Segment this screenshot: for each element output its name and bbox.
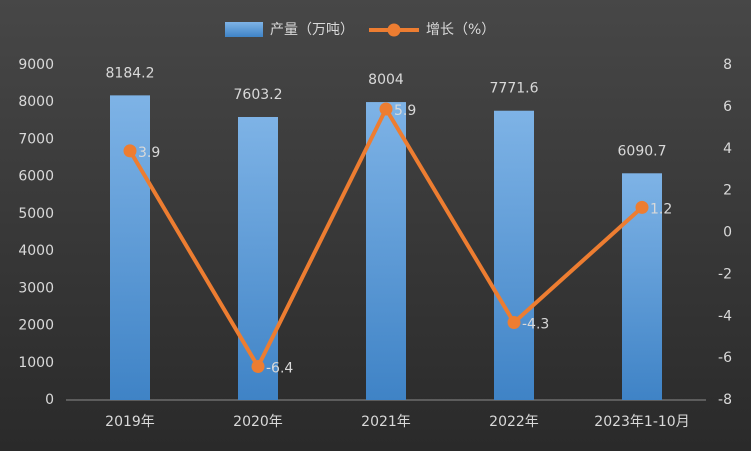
x-tick-label: 2023年1-10月 (594, 414, 689, 430)
line-point (635, 200, 649, 214)
bar-value-label: 7771.6 (490, 81, 539, 97)
y-tick-label: 8000 (18, 94, 54, 110)
y2-tick-label: -6 (718, 350, 732, 366)
y2-tick-label: -2 (718, 266, 732, 282)
bar (366, 102, 406, 400)
x-tick-label: 2020年 (233, 414, 283, 430)
y-tick-label: 3000 (18, 280, 54, 296)
legend-label: 产量（万吨） (270, 22, 354, 38)
line-value-label: 1.2 (650, 201, 672, 217)
x-tick-label: 2022年 (489, 414, 539, 430)
x-tick-label: 2021年 (361, 414, 411, 430)
y-tick-label: 9000 (18, 57, 54, 73)
line-point (251, 360, 265, 373)
y2-tick-label: 0 (723, 225, 732, 241)
line-point (507, 316, 521, 330)
y2-tick-label: 4 (723, 141, 732, 157)
y2-tick-label: 6 (723, 99, 732, 115)
bar (238, 116, 278, 400)
legend-swatch (387, 23, 401, 37)
x-tick-label: 2019年 (105, 414, 155, 430)
bar-value-label: 7603.2 (234, 87, 283, 103)
legend-swatch (225, 22, 263, 37)
line-point (379, 102, 393, 116)
y2-tick-label: 2 (723, 183, 732, 199)
line-value-label: 3.9 (138, 145, 160, 161)
y2-tick-label: -8 (718, 392, 732, 408)
y-tick-label: 7000 (18, 131, 54, 147)
y-tick-label: 6000 (18, 169, 54, 185)
y-tick-label: 0 (45, 392, 54, 408)
bar (110, 95, 150, 400)
y2-tick-label: 8 (723, 57, 732, 73)
bar-value-label: 8184.2 (106, 65, 155, 81)
bar (494, 110, 534, 400)
line-point (123, 144, 137, 158)
y-tick-label: 1000 (18, 355, 54, 371)
bar-value-label: 8004 (368, 72, 404, 88)
legend-label: 增长（%） (426, 22, 495, 38)
y-tick-label: 4000 (18, 243, 54, 259)
line-value-label: 5.9 (394, 103, 416, 119)
y-tick-label: 2000 (18, 318, 54, 334)
line-value-label: -6.4 (266, 361, 293, 377)
y2-tick-label: -4 (718, 308, 732, 324)
bar-value-label: 6090.7 (618, 143, 667, 159)
line-value-label: -4.3 (522, 317, 549, 333)
y-tick-label: 5000 (18, 206, 54, 222)
